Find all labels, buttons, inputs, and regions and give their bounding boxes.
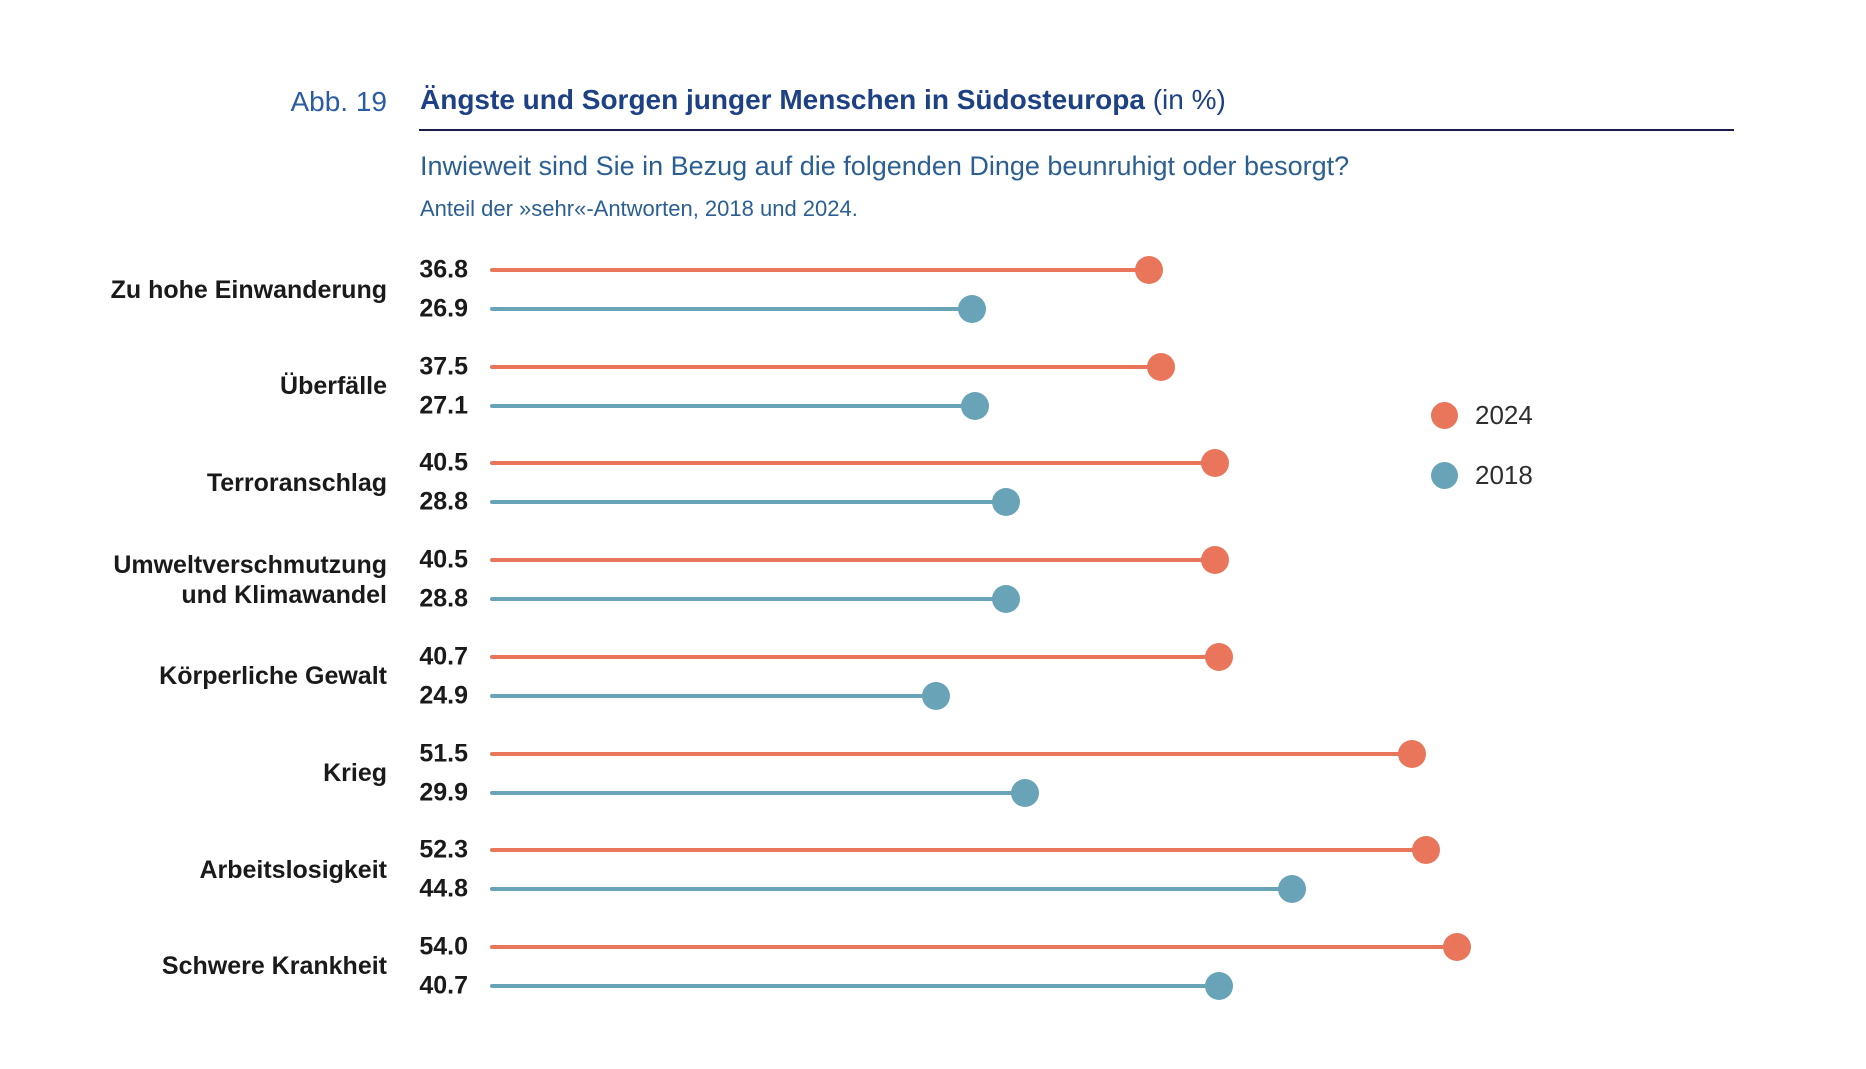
- data-dot-2024: [1397, 739, 1426, 768]
- value-label-2024: 51.5: [419, 739, 468, 767]
- data-dot-2018: [1277, 875, 1306, 904]
- data-dot-2024: [1200, 546, 1229, 575]
- value-label-2018: 28.8: [419, 487, 468, 516]
- data-dot-2024: [1147, 352, 1176, 381]
- category-label: Arbeitslosigkeit: [199, 855, 387, 884]
- stem-line-2024: [490, 268, 1149, 272]
- stem-line-2024: [490, 654, 1219, 659]
- stem-line-2018: [490, 693, 936, 698]
- value-label-2018: 29.9: [419, 778, 468, 806]
- legend-item-2018: 2018: [1431, 459, 1533, 490]
- value-label-2024: 40.7: [419, 642, 468, 671]
- chart-legend: 2024 2018: [1431, 399, 1533, 521]
- stem-line-2018: [490, 307, 972, 311]
- data-dot-2018: [957, 295, 986, 323]
- stem-line-2024: [490, 944, 1457, 949]
- value-label-2024: 40.5: [419, 448, 468, 477]
- category-label: Körperliche Gewalt: [159, 662, 387, 691]
- stem-line-2018: [490, 500, 1006, 505]
- stem-line-2024: [490, 364, 1162, 369]
- stem-line-2018: [490, 790, 1026, 795]
- figure-question: Inwieweit sind Sie in Bezug auf die folg…: [420, 151, 1350, 181]
- data-dot-2024: [1200, 449, 1229, 478]
- stem-line-2018: [490, 887, 1292, 892]
- data-dot-2018: [1204, 971, 1233, 1000]
- legend-dot-2024-icon: [1431, 401, 1458, 429]
- figure-title: Ängste und Sorgen junger Menschen in Süd…: [420, 84, 1145, 115]
- legend-dot-2018-icon: [1431, 461, 1458, 489]
- value-label-2024: 52.3: [419, 835, 468, 864]
- data-dot-2018: [961, 391, 990, 420]
- category-label: Zu hohe Einwanderung: [110, 275, 387, 304]
- stem-line-2024: [490, 751, 1412, 756]
- category-label: Überfälle: [280, 372, 387, 401]
- value-label-2024: 37.5: [419, 352, 468, 381]
- stem-line-2018: [490, 403, 976, 408]
- figure-title-unit: (in %): [1144, 84, 1226, 115]
- figure-title-line: Ängste und Sorgen junger Menschen in Süd…: [420, 84, 1740, 116]
- category-label: Schwere Krankheit: [161, 952, 387, 981]
- data-dot-2018: [921, 681, 950, 710]
- value-label-2018: 27.1: [419, 391, 468, 420]
- category-label: Terroranschlag: [206, 468, 387, 497]
- data-dot-2024: [1134, 256, 1163, 284]
- value-label-2018: 44.8: [419, 874, 468, 903]
- stem-line-2024: [490, 848, 1427, 853]
- value-label-2018: 26.9: [419, 294, 468, 323]
- stem-line-2024: [490, 558, 1215, 563]
- figure-note: Anteil der »sehr«-Antworten, 2018 und 20…: [420, 196, 858, 221]
- stem-line-2024: [490, 461, 1215, 466]
- data-dot-2018: [1011, 778, 1040, 807]
- stem-line-2018: [490, 983, 1219, 988]
- legend-item-2024: 2024: [1431, 399, 1533, 430]
- category-label: Krieg: [323, 759, 387, 787]
- value-label-2018: 24.9: [419, 681, 468, 710]
- value-label-2024: 54.0: [419, 932, 468, 961]
- category-label: Umweltverschmutzung und Klimawandel: [113, 550, 387, 609]
- figure-number: Abb. 19: [290, 86, 387, 117]
- legend-label-2018: 2018: [1475, 459, 1533, 490]
- data-dot-2024: [1442, 932, 1471, 961]
- value-label-2024: 40.5: [419, 545, 468, 574]
- stem-line-2018: [490, 597, 1006, 602]
- data-dot-2018: [991, 488, 1020, 517]
- value-label-2018: 28.8: [419, 584, 468, 613]
- value-label-2018: 40.7: [419, 971, 468, 1000]
- data-dot-2018: [991, 585, 1020, 614]
- data-dot-2024: [1204, 642, 1233, 671]
- title-divider-rule: [419, 129, 1734, 131]
- legend-label-2024: 2024: [1475, 399, 1533, 430]
- value-label-2024: 36.8: [419, 255, 468, 284]
- data-dot-2024: [1412, 836, 1441, 865]
